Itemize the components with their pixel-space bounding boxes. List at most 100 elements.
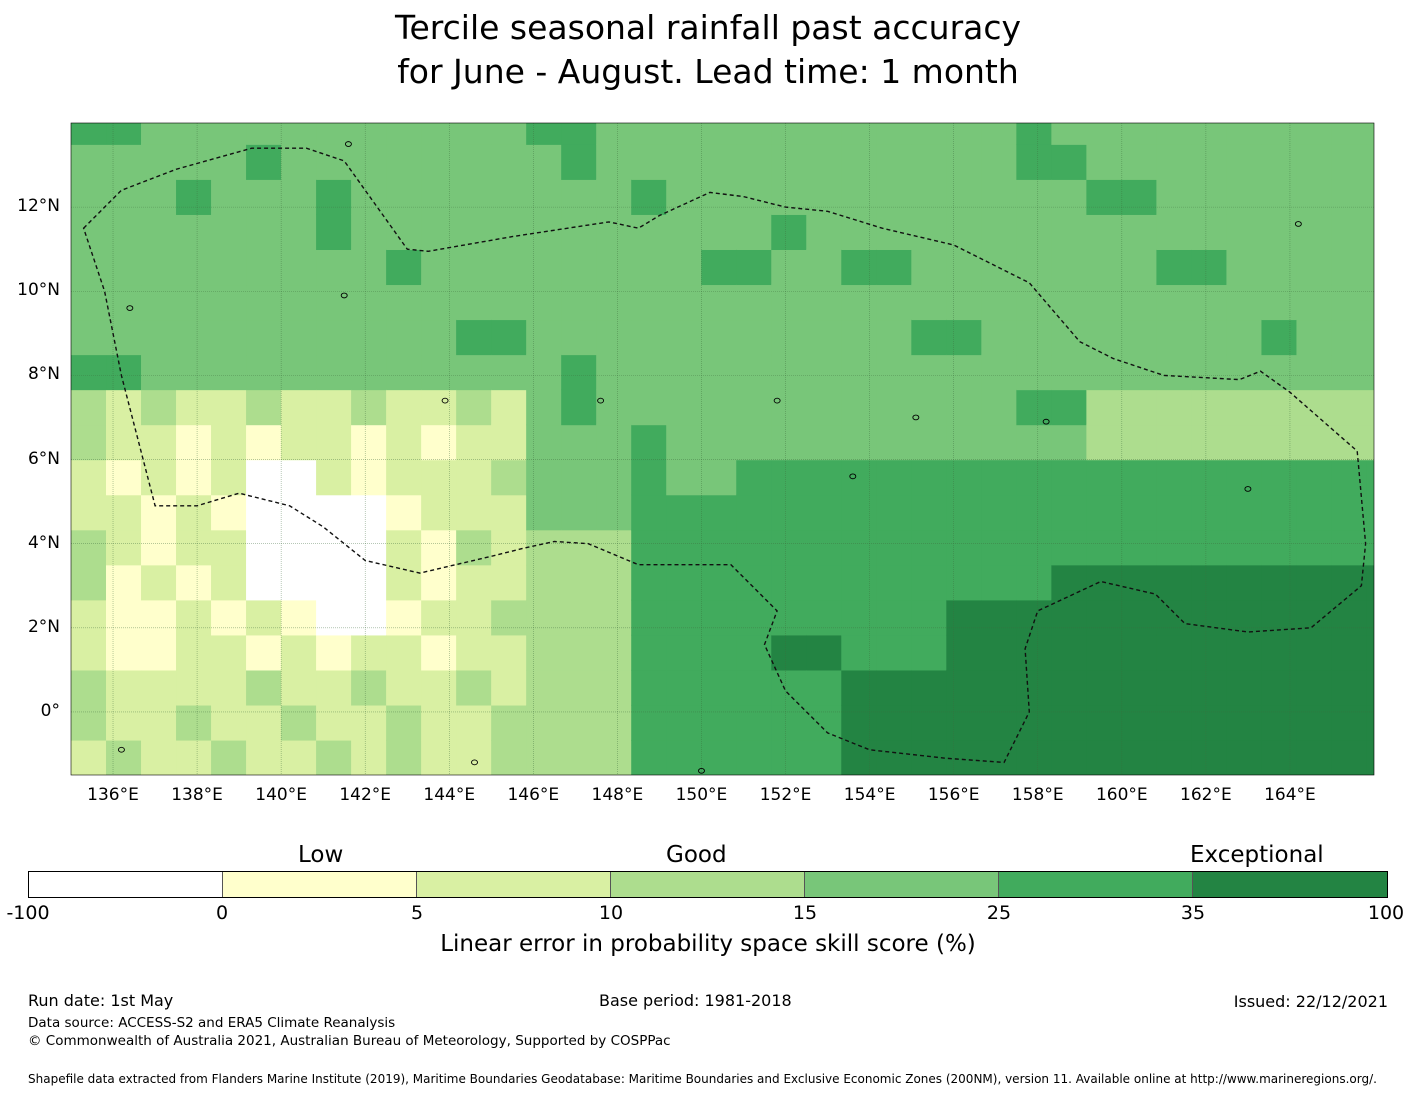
- grid-cell: [71, 739, 72, 775]
- grid-cell: [1296, 389, 1333, 426]
- grid-cell: [246, 459, 282, 496]
- grid-cell: [316, 249, 352, 286]
- grid-cell: [876, 529, 912, 566]
- grid-cell: [1401, 775, 1416, 800]
- lon-label-162e: 162°E: [1180, 785, 1232, 805]
- grid-cell: [631, 494, 667, 531]
- grid-cell: [771, 179, 807, 215]
- grid-cell: [526, 319, 562, 356]
- grid-cell: [1121, 179, 1157, 215]
- grid-cell: [1121, 284, 1157, 321]
- lon-label-138e: 138°E: [171, 785, 223, 805]
- grid-cell: [1191, 529, 1228, 566]
- grid-cell: [911, 354, 947, 391]
- grid-cell: [246, 319, 282, 356]
- grid-cell: [71, 179, 107, 215]
- grid-cell: [561, 123, 597, 145]
- grid-cell: [701, 424, 737, 461]
- grid-cell: [876, 389, 912, 426]
- grid-cell: [456, 354, 492, 391]
- grid-cell: [841, 634, 877, 671]
- grid-cell: [736, 529, 772, 566]
- grid-cell: [771, 214, 807, 250]
- grid-cell: [106, 179, 142, 215]
- grid-cell: [351, 564, 387, 601]
- grid-cell: [1016, 599, 1052, 636]
- grid-cell: [1296, 74, 1332, 110]
- grid-cell: [176, 564, 212, 601]
- grid-cell: [1086, 319, 1122, 356]
- grid-cell: [1016, 214, 1052, 250]
- grid-cell: [666, 424, 702, 461]
- grid-cell: [666, 74, 702, 110]
- grid-cell: [211, 74, 247, 110]
- grid-cell: [421, 459, 457, 496]
- grid-cell: [1051, 599, 1087, 636]
- grid-cell: [981, 424, 1017, 461]
- grid-cell: [316, 459, 352, 496]
- grid-cell: [526, 529, 562, 566]
- grid-cell: [1296, 459, 1333, 496]
- grid-cell: [246, 704, 282, 741]
- grid-cell: [141, 424, 177, 461]
- grid-cell: [456, 529, 492, 566]
- grid-cell: [1261, 529, 1298, 566]
- grid-cell: [736, 669, 772, 706]
- category-low: Low: [298, 842, 344, 868]
- grid-cell: [1191, 389, 1228, 426]
- grid-cell: [456, 739, 492, 775]
- grid-cell: [1016, 389, 1052, 426]
- grid-cell: [1331, 424, 1368, 461]
- grid-cell: [596, 599, 632, 636]
- grid-cell: [876, 284, 912, 321]
- grid-cell: [246, 599, 282, 636]
- grid-cell: [701, 704, 737, 741]
- grid-cell: [106, 284, 142, 321]
- grid-cell: [1296, 494, 1333, 531]
- grid-cell: [1401, 390, 1416, 426]
- grid-cell: [106, 214, 142, 250]
- grid-cell: [841, 319, 877, 356]
- grid-cell: [1051, 354, 1087, 391]
- grid-cell: [911, 144, 947, 180]
- grid-cell: [631, 319, 667, 356]
- grid-cell: [491, 214, 527, 250]
- grid-cell: [316, 599, 352, 636]
- grid-cell: [1401, 355, 1416, 391]
- grid-cell: [1366, 669, 1374, 706]
- grid-cell: [911, 494, 947, 531]
- grid-cell: [701, 74, 737, 110]
- grid-cell: [701, 494, 737, 531]
- grid-cell: [491, 424, 527, 461]
- grid-cell: [281, 144, 317, 180]
- grid-cell: [1051, 179, 1087, 215]
- grid-cell: [911, 319, 947, 356]
- grid-cell: [1051, 424, 1087, 461]
- grid-cell: [1016, 319, 1052, 356]
- grid-cell: [631, 704, 667, 741]
- grid-cell: [946, 179, 982, 215]
- grid-cell: [1121, 354, 1157, 391]
- grid-cell: [561, 599, 597, 636]
- grid-cell: [421, 634, 457, 671]
- grid-cell: [561, 179, 597, 215]
- grid-cell: [491, 74, 527, 110]
- grid-cell: [421, 704, 457, 741]
- grid-cell: [1051, 494, 1087, 531]
- grid-cell: [106, 389, 142, 426]
- grid-cell: [596, 74, 632, 110]
- grid-cell: [1016, 179, 1052, 215]
- grid-cell: [1366, 354, 1374, 391]
- grid-cell: [771, 123, 807, 145]
- grid-cell: [981, 389, 1017, 426]
- grid-cell: [981, 669, 1017, 706]
- grid-cell: [806, 249, 842, 286]
- grid-cell: [526, 179, 562, 215]
- grid-cell: [876, 123, 912, 145]
- grid-cell: [1331, 144, 1368, 180]
- grid-cell: [71, 564, 107, 601]
- grid-cell: [351, 319, 387, 356]
- grid-cell: [736, 249, 772, 286]
- grid-cell: [1401, 740, 1416, 776]
- grid-cell: [1331, 123, 1368, 145]
